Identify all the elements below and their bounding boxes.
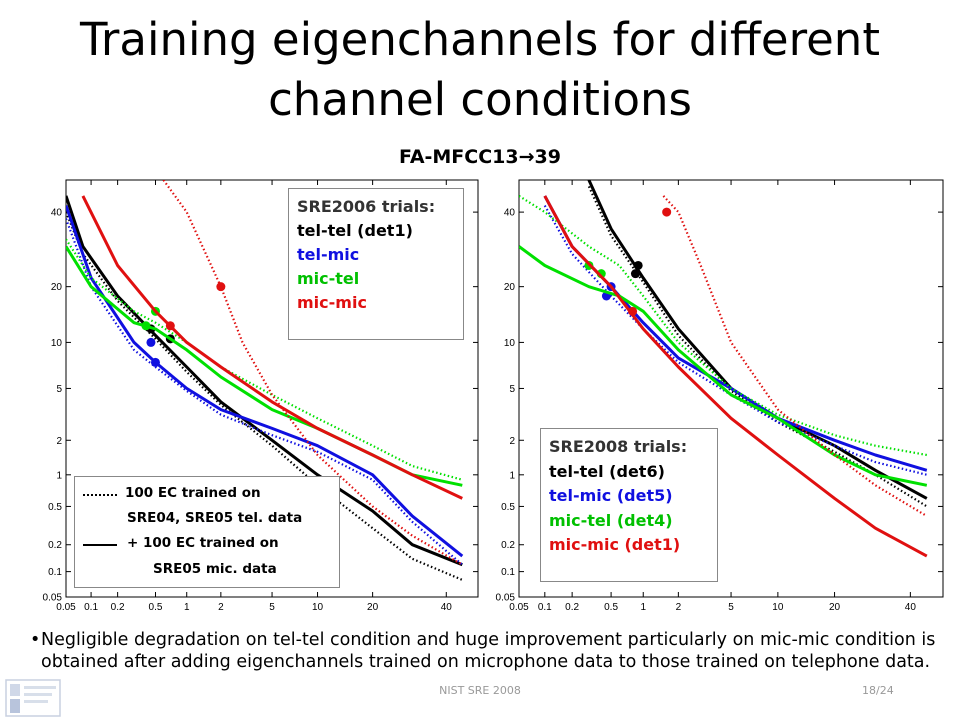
dotted-min-dcf-marker xyxy=(630,269,640,279)
x-tick-label: 40 xyxy=(905,602,917,613)
dotted-min-dcf-marker xyxy=(662,207,672,217)
legend-item-mic-tel: mic-tel (det4) xyxy=(549,510,673,530)
footnote: • Negligible degradation on tel-tel cond… xyxy=(30,629,945,673)
university-logo-icon xyxy=(5,679,61,717)
dotted-label-1: 100 EC trained on xyxy=(125,485,261,501)
y-tick-label: 1 xyxy=(56,470,62,481)
y-tick-label: 0.1 xyxy=(501,567,515,578)
legend-item-tel-tel: tel-tel (det6) xyxy=(549,461,665,481)
legend-item-mic-mic: mic-mic (det1) xyxy=(549,535,681,554)
dotted-min-dcf-marker xyxy=(596,269,606,279)
solid-min-dcf-marker xyxy=(584,260,594,270)
bullet: • xyxy=(30,630,41,650)
solid-label-1: + 100 EC trained on xyxy=(127,535,279,551)
legend-sre2006: SRE2006 trials: tel-tel (det1) tel-mic m… xyxy=(288,188,464,340)
legend-item-mic-tel: mic-tel xyxy=(297,269,360,288)
x-tick-label: 0.1 xyxy=(84,602,98,613)
x-tick-label: 0.05 xyxy=(56,602,76,613)
y-tick-label: 5 xyxy=(56,384,62,395)
legend-item-tel-tel: tel-tel (det1) xyxy=(297,221,413,240)
solid-label-2: SRE05 mic. data xyxy=(153,561,277,577)
solid-min-dcf-marker xyxy=(165,334,175,344)
dotted-min-dcf-marker xyxy=(150,306,160,316)
page-number: 18/24 xyxy=(862,684,894,697)
x-tick-label: 1 xyxy=(184,602,190,613)
y-tick-label: 0.05 xyxy=(43,593,63,604)
dotted-line-sample xyxy=(83,494,117,496)
dotted-min-dcf-marker xyxy=(216,282,226,292)
legend-item-tel-mic: tel-mic xyxy=(297,245,360,264)
x-tick-label: 0.5 xyxy=(604,602,618,613)
x-tick-label: 0.05 xyxy=(509,602,529,613)
solid-min-dcf-marker xyxy=(150,357,160,367)
dotted-min-dcf-marker xyxy=(146,337,156,347)
slide-title: Training eigenchannels for different cha… xyxy=(80,13,880,126)
legend-title: SRE2006 trials: xyxy=(297,197,436,216)
y-tick-label: 0.5 xyxy=(48,502,62,513)
solid-line-sample xyxy=(83,544,117,546)
x-tick-label: 0.5 xyxy=(149,602,163,613)
y-tick-label: 0.05 xyxy=(496,593,516,604)
x-tick-label: 0.1 xyxy=(538,602,552,613)
y-tick-label: 40 xyxy=(504,208,516,219)
y-tick-label: 40 xyxy=(51,208,63,219)
x-tick-label: 20 xyxy=(367,602,379,613)
footer-conference: NIST SRE 2008 xyxy=(439,684,521,697)
y-tick-label: 10 xyxy=(51,338,63,349)
y-tick-label: 2 xyxy=(56,436,62,447)
legend-item-tel-mic: tel-mic (det5) xyxy=(549,486,673,505)
x-tick-label: 2 xyxy=(676,602,682,613)
legend-title: SRE2008 trials: xyxy=(549,437,688,456)
x-tick-label: 0.2 xyxy=(111,602,125,613)
chart-subtitle: FA-MFCC13→39 xyxy=(399,146,561,168)
y-tick-label: 0.1 xyxy=(48,567,62,578)
y-tick-label: 0.2 xyxy=(501,540,515,551)
legend-item-mic-mic: mic-mic xyxy=(297,293,367,312)
y-tick-label: 20 xyxy=(504,282,516,293)
x-tick-label: 10 xyxy=(772,602,784,613)
dotted-label-2: SRE04, SRE05 tel. data xyxy=(127,510,303,526)
x-tick-label: 5 xyxy=(728,602,734,613)
x-tick-label: 10 xyxy=(312,602,324,613)
solid-min-dcf-marker xyxy=(141,321,151,331)
x-tick-label: 5 xyxy=(269,602,275,613)
dotted-det-curve xyxy=(519,194,927,457)
x-tick-label: 0.2 xyxy=(565,602,579,613)
y-tick-label: 10 xyxy=(504,338,516,349)
y-tick-label: 2 xyxy=(509,436,515,447)
y-tick-label: 5 xyxy=(509,384,515,395)
x-tick-label: 40 xyxy=(441,602,453,613)
footnote-text: Negligible degradation on tel-tel condit… xyxy=(41,630,936,672)
solid-min-dcf-marker xyxy=(165,321,175,331)
x-tick-label: 20 xyxy=(829,602,841,613)
solid-min-dcf-marker xyxy=(606,282,616,292)
dotted-min-dcf-marker xyxy=(601,291,611,301)
solid-min-dcf-marker xyxy=(633,260,643,270)
solid-min-dcf-marker xyxy=(628,306,638,316)
y-tick-label: 0.2 xyxy=(48,540,62,551)
y-tick-label: 0.5 xyxy=(501,502,515,513)
y-tick-label: 20 xyxy=(51,282,63,293)
x-tick-label: 1 xyxy=(640,602,646,613)
dotted-min-dcf-marker xyxy=(146,324,156,334)
line-style-legend: 100 EC trained on SRE04, SRE05 tel. data… xyxy=(74,476,340,588)
x-tick-label: 2 xyxy=(218,602,224,613)
y-tick-label: 1 xyxy=(509,470,515,481)
legend-sre2008: SRE2008 trials: tel-tel (det6) tel-mic (… xyxy=(540,428,718,582)
